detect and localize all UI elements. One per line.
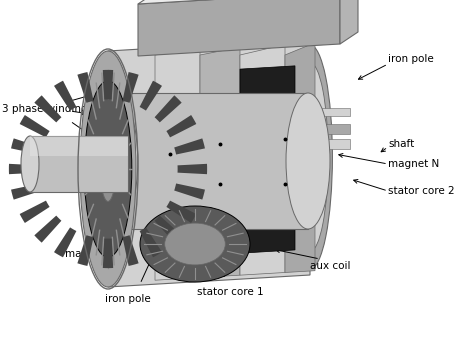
Text: iron pole: iron pole [388,54,434,64]
Text: magnet S: magnet S [65,249,115,259]
Text: stator core 2: stator core 2 [388,186,455,196]
Wedge shape [122,72,138,103]
Ellipse shape [80,51,136,287]
Wedge shape [155,95,182,122]
Polygon shape [108,39,310,287]
Polygon shape [155,50,200,280]
Polygon shape [308,124,350,134]
Wedge shape [103,238,113,268]
Polygon shape [340,0,358,44]
Ellipse shape [84,81,132,257]
Wedge shape [174,184,205,200]
Ellipse shape [288,45,332,269]
Ellipse shape [292,62,328,251]
Polygon shape [240,66,295,253]
Text: stator core 1: stator core 1 [197,287,264,297]
Text: shaft: shaft [388,139,414,149]
Wedge shape [174,138,205,155]
Wedge shape [178,164,207,174]
Wedge shape [166,115,196,138]
Wedge shape [54,81,76,111]
Wedge shape [20,115,50,138]
Text: armature yoke: armature yoke [200,11,276,21]
Polygon shape [285,43,315,273]
Polygon shape [138,0,340,56]
Ellipse shape [100,136,116,201]
Polygon shape [30,136,128,192]
Wedge shape [54,228,76,257]
Text: iron pole: iron pole [105,294,151,304]
Text: aux coil: aux coil [310,261,350,271]
Text: magnet N: magnet N [388,159,439,169]
Ellipse shape [107,146,129,207]
Text: 3 phase windings: 3 phase windings [2,104,93,114]
Wedge shape [20,201,50,223]
Ellipse shape [165,223,225,265]
Wedge shape [11,184,42,200]
Wedge shape [77,235,93,266]
Polygon shape [118,93,308,229]
Wedge shape [77,72,93,103]
Ellipse shape [297,92,323,222]
Polygon shape [308,108,350,116]
Ellipse shape [98,98,138,224]
Wedge shape [103,70,113,99]
Wedge shape [122,235,138,266]
Wedge shape [140,228,162,257]
Wedge shape [34,216,62,243]
Wedge shape [155,216,182,243]
Ellipse shape [140,206,250,282]
Polygon shape [138,0,358,4]
Ellipse shape [21,136,39,192]
Wedge shape [9,164,38,174]
Polygon shape [240,44,285,275]
Polygon shape [200,47,240,277]
Wedge shape [140,81,162,111]
Wedge shape [11,138,42,155]
Ellipse shape [286,93,330,229]
Polygon shape [308,139,350,149]
Wedge shape [166,201,196,223]
Polygon shape [30,136,128,156]
Wedge shape [34,95,62,122]
